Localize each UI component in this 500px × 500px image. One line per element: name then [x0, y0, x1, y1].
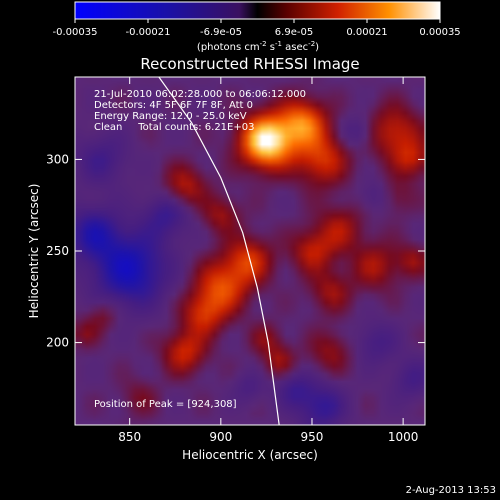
y-tick-label: 250: [46, 244, 69, 258]
rhessi-heatmap: [75, 77, 425, 425]
colorbar-tick-label: -0.00021: [126, 27, 171, 38]
colorbar-tick-label: 0.00021: [346, 27, 387, 38]
y-tick-label: 300: [46, 152, 69, 166]
x-axis-ticks: 850 900 950 1000: [118, 77, 418, 444]
y-axis-ticks: 200 250 300: [46, 152, 425, 350]
x-tick-label: 950: [301, 430, 324, 444]
x-tick-label: 850: [118, 430, 141, 444]
colorbar: -0.00035 -0.00021 -6.9e-05 6.9e-05 0.00021 0.…: [53, 1, 461, 53]
colorbar-tick-label: -0.00035: [53, 27, 98, 38]
x-tick-label: 1000: [388, 430, 419, 444]
colorbar-tick-label: -6.9e-05: [200, 27, 242, 38]
info-line-detectors: Detectors: 4F 5F 6F 7F 8F, Att 0: [94, 100, 253, 111]
y-tick-label: 200: [46, 336, 69, 350]
colorbar-tick-label: 0.00035: [419, 27, 460, 38]
peak-position: Position of Peak = [924,308]: [94, 399, 237, 410]
colorbar-units: (photons cm-2 s-1 asec-2): [197, 40, 319, 53]
solar-limb-line: [158, 77, 280, 425]
x-tick-label: 900: [209, 430, 232, 444]
colorbar-gradient: [74, 1, 441, 20]
colorbar-tick-label: 6.9e-05: [275, 27, 313, 38]
info-line-counts: Clean Total counts: 6.21E+03: [94, 122, 254, 133]
image-plot: 850 900 950 1000 200 250 300 21-Jul-2010 06:0…: [46, 76, 426, 444]
footer-timestamp: 2-Aug-2013 13:53: [406, 485, 496, 496]
colorbar-ticks: -0.00035 -0.00021 -6.9e-05 6.9e-05 0.00021 0.…: [53, 19, 461, 38]
info-line-time: 21-Jul-2010 06:02:28.000 to 06:06:12.000: [94, 89, 306, 100]
y-axis-label: Heliocentric Y (arcsec): [27, 184, 41, 319]
info-line-energy: Energy Range: 12.0 - 25.0 keV: [94, 111, 247, 122]
x-axis-label: Heliocentric X (arcsec): [182, 448, 318, 462]
info-block: 21-Jul-2010 06:02:28.000 to 06:06:12.000…: [94, 89, 306, 133]
plot-title: Reconstructed RHESSI Image: [140, 55, 359, 73]
